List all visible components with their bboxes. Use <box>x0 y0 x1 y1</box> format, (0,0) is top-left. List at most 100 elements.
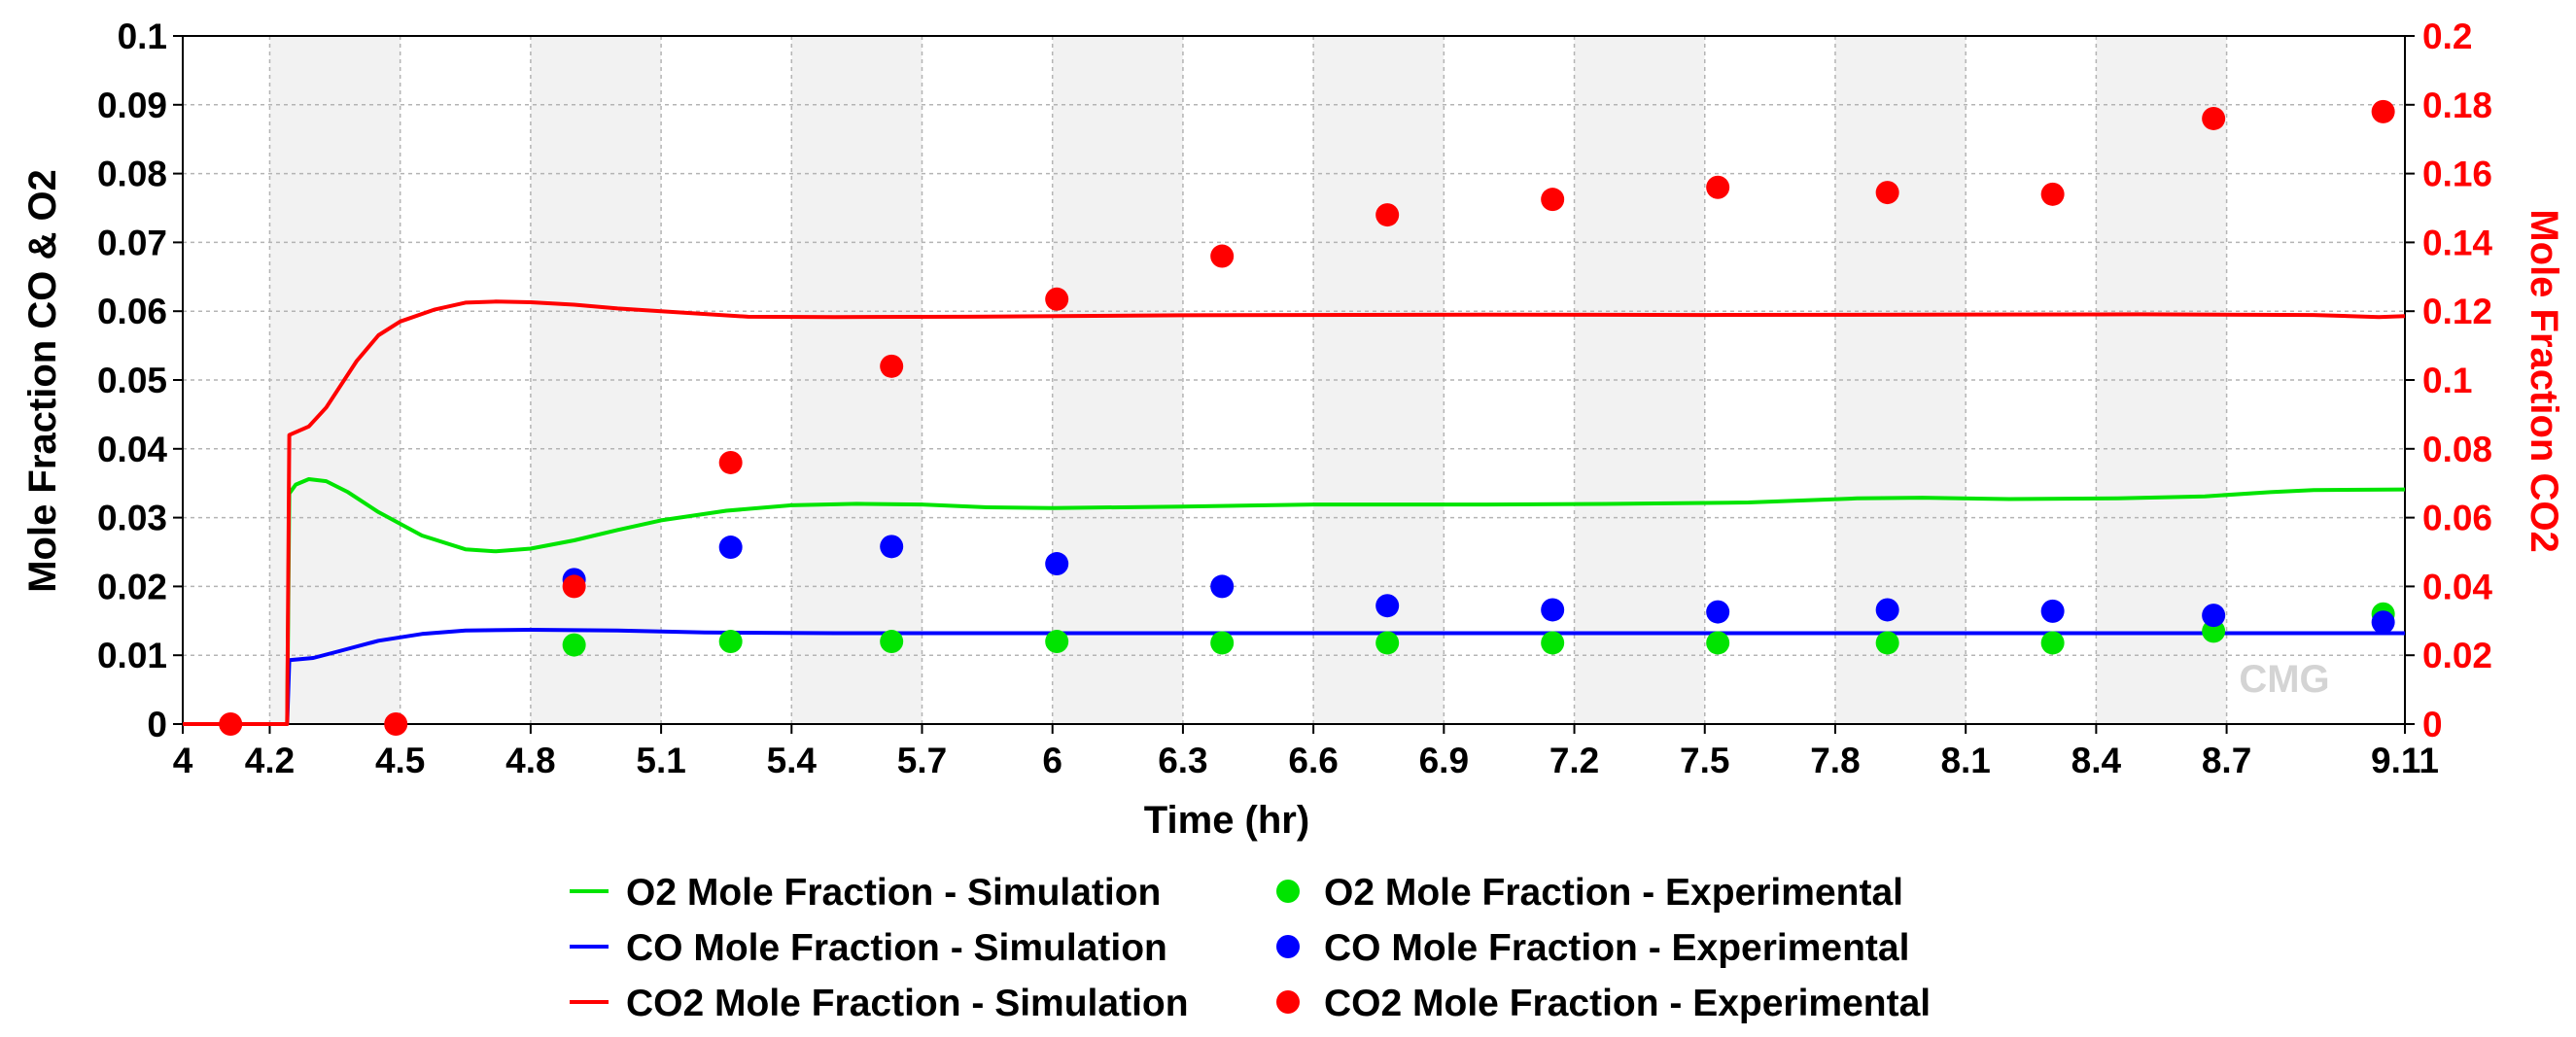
y-left-tick-label: 0.03 <box>97 499 167 538</box>
y-left-tick-label: 0.04 <box>97 430 167 469</box>
x-tick-label: 5.1 <box>636 741 685 780</box>
y-axis-left-title: Mole Fraction CO & O2 <box>21 169 64 593</box>
y-right-tick-label: 0.04 <box>2422 567 2492 606</box>
legend-label: O2 Mole Fraction - Experimental <box>1324 872 1903 914</box>
series-line-1 <box>285 628 2405 725</box>
legend-swatch-point <box>1276 880 1300 903</box>
series-lines <box>183 299 2406 726</box>
y-left-tick-label: 0.1 <box>118 17 167 56</box>
x-tick-label: 6.6 <box>1288 741 1338 780</box>
x-tick-label: 6.9 <box>1419 741 1469 780</box>
x-axis-title: Time (hr) <box>1144 799 1309 842</box>
data-point-5 <box>2371 99 2395 123</box>
y-right-tick-label: 0.14 <box>2422 223 2492 262</box>
x-tick-label: 7.2 <box>1549 741 1599 780</box>
legend-label: CO Mole Fraction - Simulation <box>626 927 1167 969</box>
data-point-5 <box>1210 244 1235 268</box>
data-point-3 <box>562 633 586 657</box>
data-point-4 <box>2040 599 2065 623</box>
x-tick-label: 4.5 <box>375 741 425 780</box>
legend: O2 Mole Fraction - Simulation CO Mole Fra… <box>570 872 1931 1024</box>
y-right-tick-label: 0 <box>2422 705 2443 744</box>
data-point-4 <box>2202 604 2226 628</box>
data-point-5 <box>718 450 743 474</box>
grid-lines <box>183 36 2405 724</box>
y-axis-left-ticks: 0 0.01 0.02 0.03 0.04 0.05 0.06 0.07 0.08 0.09 0.1 <box>97 17 183 744</box>
x-tick-label: 8.7 <box>2202 741 2251 780</box>
data-point-3 <box>1706 631 1730 655</box>
data-point-3 <box>1875 631 1899 655</box>
data-point-5 <box>1375 203 1400 227</box>
data-point-4 <box>1706 600 1730 624</box>
x-tick-label: 8.4 <box>2071 741 2122 780</box>
data-point-3 <box>718 630 743 654</box>
series-line-0 <box>285 477 2406 725</box>
y-left-tick-label: 0 <box>147 705 167 744</box>
y-left-tick-label: 0.06 <box>97 292 167 331</box>
plot-background-bands <box>183 36 2405 724</box>
data-point-4 <box>1541 598 1565 622</box>
data-point-4 <box>718 536 743 560</box>
data-point-5 <box>880 354 904 378</box>
data-point-4 <box>1045 552 1069 576</box>
x-tick-label: 4.2 <box>245 741 295 780</box>
data-point-5 <box>2040 182 2065 206</box>
legend-label: CO2 Mole Fraction - Experimental <box>1324 983 1931 1024</box>
x-tick-label: 7.5 <box>1680 741 1729 780</box>
data-point-4 <box>880 535 904 559</box>
watermark-logo: CMG <box>2239 658 2329 701</box>
y-right-tick-label: 0.18 <box>2422 86 2492 125</box>
y-left-tick-label: 0.05 <box>97 361 167 400</box>
x-tick-label: 4.8 <box>505 741 555 780</box>
data-point-5 <box>1875 181 1899 205</box>
data-point-5 <box>1706 175 1730 199</box>
data-point-3 <box>2040 631 2065 655</box>
x-tick-label: 6.3 <box>1158 741 1207 780</box>
y-right-tick-label: 0.12 <box>2422 292 2492 331</box>
data-point-5 <box>2202 106 2226 130</box>
y-right-tick-label: 0.1 <box>2422 361 2472 400</box>
legend-swatch-point <box>1276 935 1300 958</box>
legend-swatch-point <box>1276 990 1300 1014</box>
data-point-4 <box>1210 574 1235 599</box>
series-points <box>219 99 2395 736</box>
y-left-tick-label: 0.01 <box>97 636 167 675</box>
data-point-3 <box>1210 631 1235 655</box>
data-point-4 <box>2371 610 2395 635</box>
y-left-tick-label: 0.09 <box>97 86 167 125</box>
y-right-tick-label: 0.08 <box>2422 430 2492 469</box>
y-right-tick-label: 0.2 <box>2422 17 2472 56</box>
legend-label: CO2 Mole Fraction - Simulation <box>626 983 1189 1024</box>
data-point-4 <box>1375 594 1400 618</box>
data-point-5 <box>1541 188 1565 212</box>
data-point-5 <box>219 712 243 736</box>
y-right-tick-label: 0.06 <box>2422 499 2492 538</box>
data-point-3 <box>1375 631 1400 655</box>
series-line-2 <box>183 299 2406 726</box>
data-point-4 <box>1875 598 1899 622</box>
x-tick-label: 7.8 <box>1810 741 1860 780</box>
data-point-3 <box>1045 630 1069 654</box>
x-tick-label: 8.1 <box>1940 741 1990 780</box>
data-point-3 <box>1541 631 1565 655</box>
x-tick-label: 6 <box>1042 741 1062 780</box>
y-right-tick-label: 0.16 <box>2422 155 2492 194</box>
x-tick-label: 5.4 <box>767 741 818 780</box>
y-left-tick-label: 0.02 <box>97 567 167 606</box>
data-point-5 <box>1045 287 1069 311</box>
legend-label: CO Mole Fraction - Experimental <box>1324 927 1909 969</box>
x-tick-label: 4 <box>173 741 193 780</box>
x-axis-ticks: 4 4.2 4.5 4.8 5.1 5.4 5.7 6 6.3 6.6 6.9 7.2 7.5 7.8 8.… <box>173 724 2439 780</box>
x-tick-label: 9.11 <box>2371 741 2439 780</box>
data-point-5 <box>384 712 408 736</box>
y-axis-right-ticks: 0 0.02 0.04 0.06 0.08 0.1 0.12 0.14 0.16 0.18 0.2 <box>2405 17 2492 744</box>
plot-band <box>1313 36 1445 724</box>
y-axis-right-title: Mole Fraction CO2 <box>2523 209 2565 552</box>
plot-area <box>183 36 2405 724</box>
data-point-5 <box>562 574 586 599</box>
data-point-3 <box>880 630 904 654</box>
y-right-tick-label: 0.02 <box>2422 636 2492 675</box>
x-tick-label: 5.7 <box>897 741 947 780</box>
legend-label: O2 Mole Fraction - Simulation <box>626 872 1161 914</box>
